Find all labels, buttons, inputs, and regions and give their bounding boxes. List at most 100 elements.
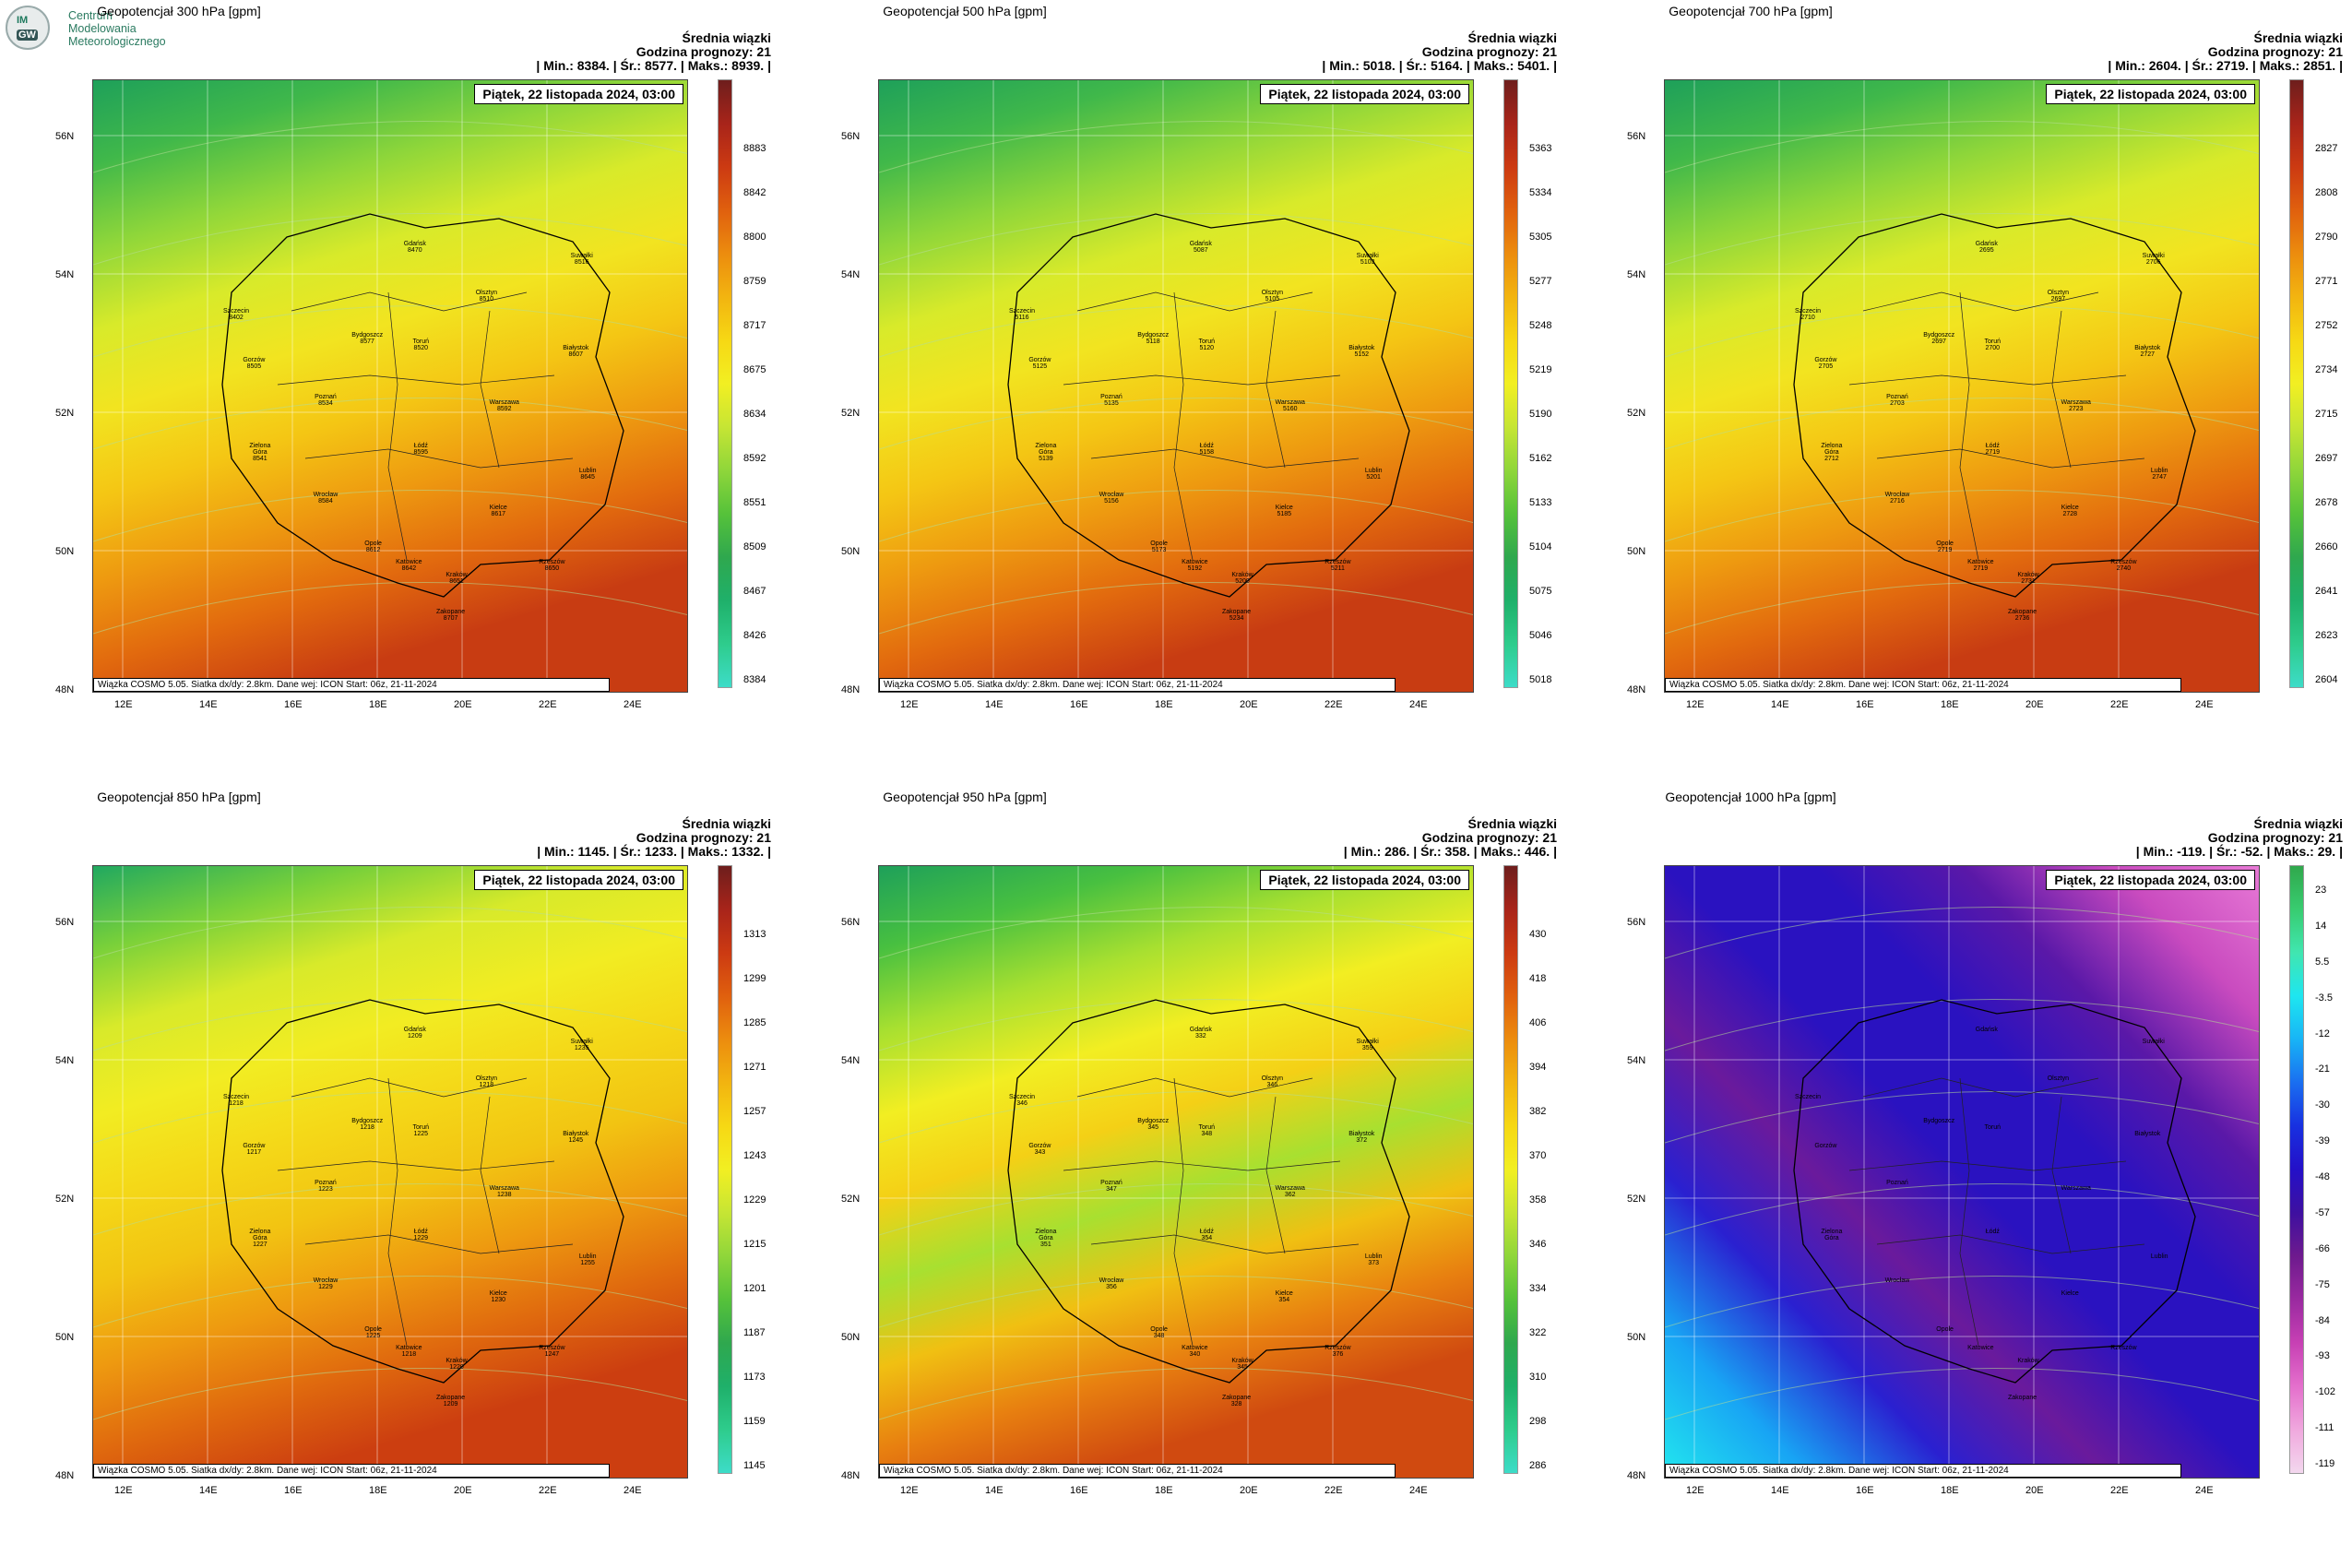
longitude-label: 20E	[454, 699, 472, 710]
city-marker: Szczecin 8402	[218, 308, 255, 321]
city-name: Białystok	[1348, 344, 1375, 351]
ensemble-label: Średnia wiązki	[682, 30, 771, 45]
longitude-label: 20E	[1240, 699, 1258, 710]
colorbar-tick: 5190	[1529, 409, 1552, 420]
longitude-label: 16E	[284, 699, 303, 710]
city-name: Gorzów	[243, 356, 266, 363]
city-marker: Białystok 2727	[2129, 345, 2166, 358]
panel-info: Średnia wiązki Godzina prognozy: 21 | Min.…	[2136, 817, 2343, 859]
city-marker: Lublin	[2141, 1253, 2178, 1260]
colorbar-tick: 1173	[743, 1372, 766, 1383]
logo-line-1: Centrum	[68, 9, 113, 22]
colorbar	[718, 79, 732, 688]
field-gradient	[93, 866, 687, 1478]
colorbar-ticks: 8883 8842 8800 8759 8717 8675 8634 8592 8551 8509…	[743, 79, 786, 688]
city-name: Kraków	[2017, 1357, 2039, 1364]
city-name: Kraków	[2017, 571, 2039, 578]
city-marker: Katowice 8642	[390, 559, 427, 572]
city-marker: Gorzów	[1807, 1143, 1844, 1149]
city-marker: Suwałki 1235	[564, 1039, 600, 1051]
forecast-panel: Geopotencjał 300 hPa [gpm] Średnia wiązki…	[0, 0, 786, 738]
model-footer: Wiązka COSMO 5.05. Siatka dx/dy: 2.8km. …	[1665, 1464, 2181, 1478]
city-value: 5087	[1194, 246, 1208, 254]
field-gradient	[1665, 866, 2259, 1478]
latitude-label: 56N	[1627, 917, 1646, 928]
city-marker: Gdańsk 2695	[1968, 241, 2005, 254]
latitude-label: 50N	[841, 1332, 861, 1343]
stats-line: | Min.: -119. | Śr.: -52. | Maks.: 29. |	[2135, 844, 2343, 859]
city-marker: Opole 2719	[1927, 540, 1964, 553]
city-name: Opole	[1150, 1326, 1168, 1334]
city-marker: Poznań 5135	[1093, 394, 1130, 407]
poland-border	[1793, 999, 2196, 1384]
badge-top: IM	[17, 15, 29, 26]
colorbar-tick: 2678	[2315, 497, 2338, 508]
latitude-label: 52N	[55, 1194, 75, 1205]
longitude-label: 14E	[985, 699, 1004, 710]
city-name: Wrocław	[1884, 492, 1910, 499]
city-marker: Toruń 8520	[402, 339, 439, 351]
longitude-label: 18E	[369, 699, 387, 710]
colorbar-tick: 2660	[2315, 541, 2338, 552]
city-marker: Olsztyn 346	[1253, 1075, 1290, 1088]
latitude-label: 50N	[841, 546, 861, 557]
colorbar-tick: 8551	[743, 497, 766, 508]
panel-info: Średnia wiązki Godzina prognozy: 21 | Min.…	[2108, 31, 2343, 73]
field-gradient	[879, 80, 1473, 692]
city-value: 5118	[1146, 339, 1160, 346]
city-marker: Warszawa 2723	[2058, 399, 2095, 412]
latitude-label: 56N	[55, 131, 75, 142]
longitude-label: 22E	[1324, 1485, 1343, 1496]
city-marker: Opole 1225	[355, 1326, 392, 1339]
city-name: Białystok	[563, 344, 589, 351]
city-marker: Opole 5173	[1141, 540, 1178, 553]
city-marker: Katowice 5192	[1176, 559, 1213, 572]
city-marker: Kielce 1230	[480, 1290, 517, 1303]
city-value: 2728	[2062, 510, 2078, 517]
city-value: 1209	[408, 1032, 422, 1039]
colorbar-tick: 8592	[743, 453, 766, 464]
colorbar-tick: -21	[2315, 1063, 2330, 1075]
city-name: Zakopane	[436, 608, 466, 615]
city-value: 8577	[360, 339, 374, 346]
city-marker: Kielce	[2051, 1290, 2088, 1297]
city-name: Białystok	[2134, 344, 2161, 351]
city-name: Zakopane	[2008, 608, 2037, 615]
city-value: 2736	[2014, 614, 2030, 622]
city-name: Lublin	[2150, 467, 2168, 474]
city-marker: Gorzów 2705	[1807, 357, 1844, 370]
voivodeship-borders	[1848, 1077, 2145, 1347]
city-marker: Bydgoszcz	[1920, 1118, 1957, 1124]
city-marker: Łódź 2719	[1974, 443, 2011, 456]
colorbar-ticks: 5363 5334 5305 5277 5248 5219 5190 5162 5133 5104…	[1529, 79, 1572, 688]
city-marker: Rzeszów 2740	[2105, 559, 2142, 572]
valid-date: Piątek, 22 listopada 2024, 03:00	[1260, 870, 1469, 890]
isoline	[93, 1182, 687, 1236]
city-name: Białystok	[1348, 1130, 1375, 1137]
longitude-label: 22E	[2110, 1485, 2129, 1496]
colorbar-tick: 1229	[743, 1194, 766, 1206]
stats-line: | Min.: 1145. | Śr.: 1233. | Maks.: 1332…	[537, 844, 771, 859]
forecast-hour: Godzina prognozy: 21	[1421, 44, 1557, 59]
city-name: Rzeszów	[2110, 559, 2137, 566]
voivodeship-borders	[277, 1077, 574, 1347]
ensemble-label: Średnia wiązki	[682, 816, 771, 831]
city-value: 1218	[360, 1124, 374, 1132]
model-footer: Wiązka COSMO 5.05. Siatka dx/dy: 2.8km. …	[879, 678, 1396, 692]
city-name: Łódź	[1985, 443, 2000, 449]
forecast-panel: Geopotencjał 950 hPa [gpm] Średnia wiązki…	[786, 786, 1572, 1524]
city-name: Gdańsk	[1189, 1026, 1212, 1033]
city-value: 1230	[491, 1296, 506, 1303]
field-map: Szczecin 8402 Gdańsk 8470 Olsztyn 8510 Suwałki…	[92, 79, 688, 693]
city-marker: Olsztyn 5105	[1253, 290, 1290, 303]
longitude-label: 22E	[539, 699, 557, 710]
city-name: Opole	[364, 1326, 382, 1334]
logo-text: Centrum Modelowania Meteorologicznego	[68, 9, 166, 48]
city-value: 1225	[365, 1333, 381, 1340]
city-name: Wrocław	[313, 492, 339, 499]
city-name: Kielce	[1275, 1289, 1293, 1297]
poland-border	[1007, 213, 1410, 598]
colorbar	[2289, 79, 2304, 688]
city-name: Gorzów	[1028, 356, 1051, 363]
city-name: Bydgoszcz	[1923, 332, 1955, 339]
